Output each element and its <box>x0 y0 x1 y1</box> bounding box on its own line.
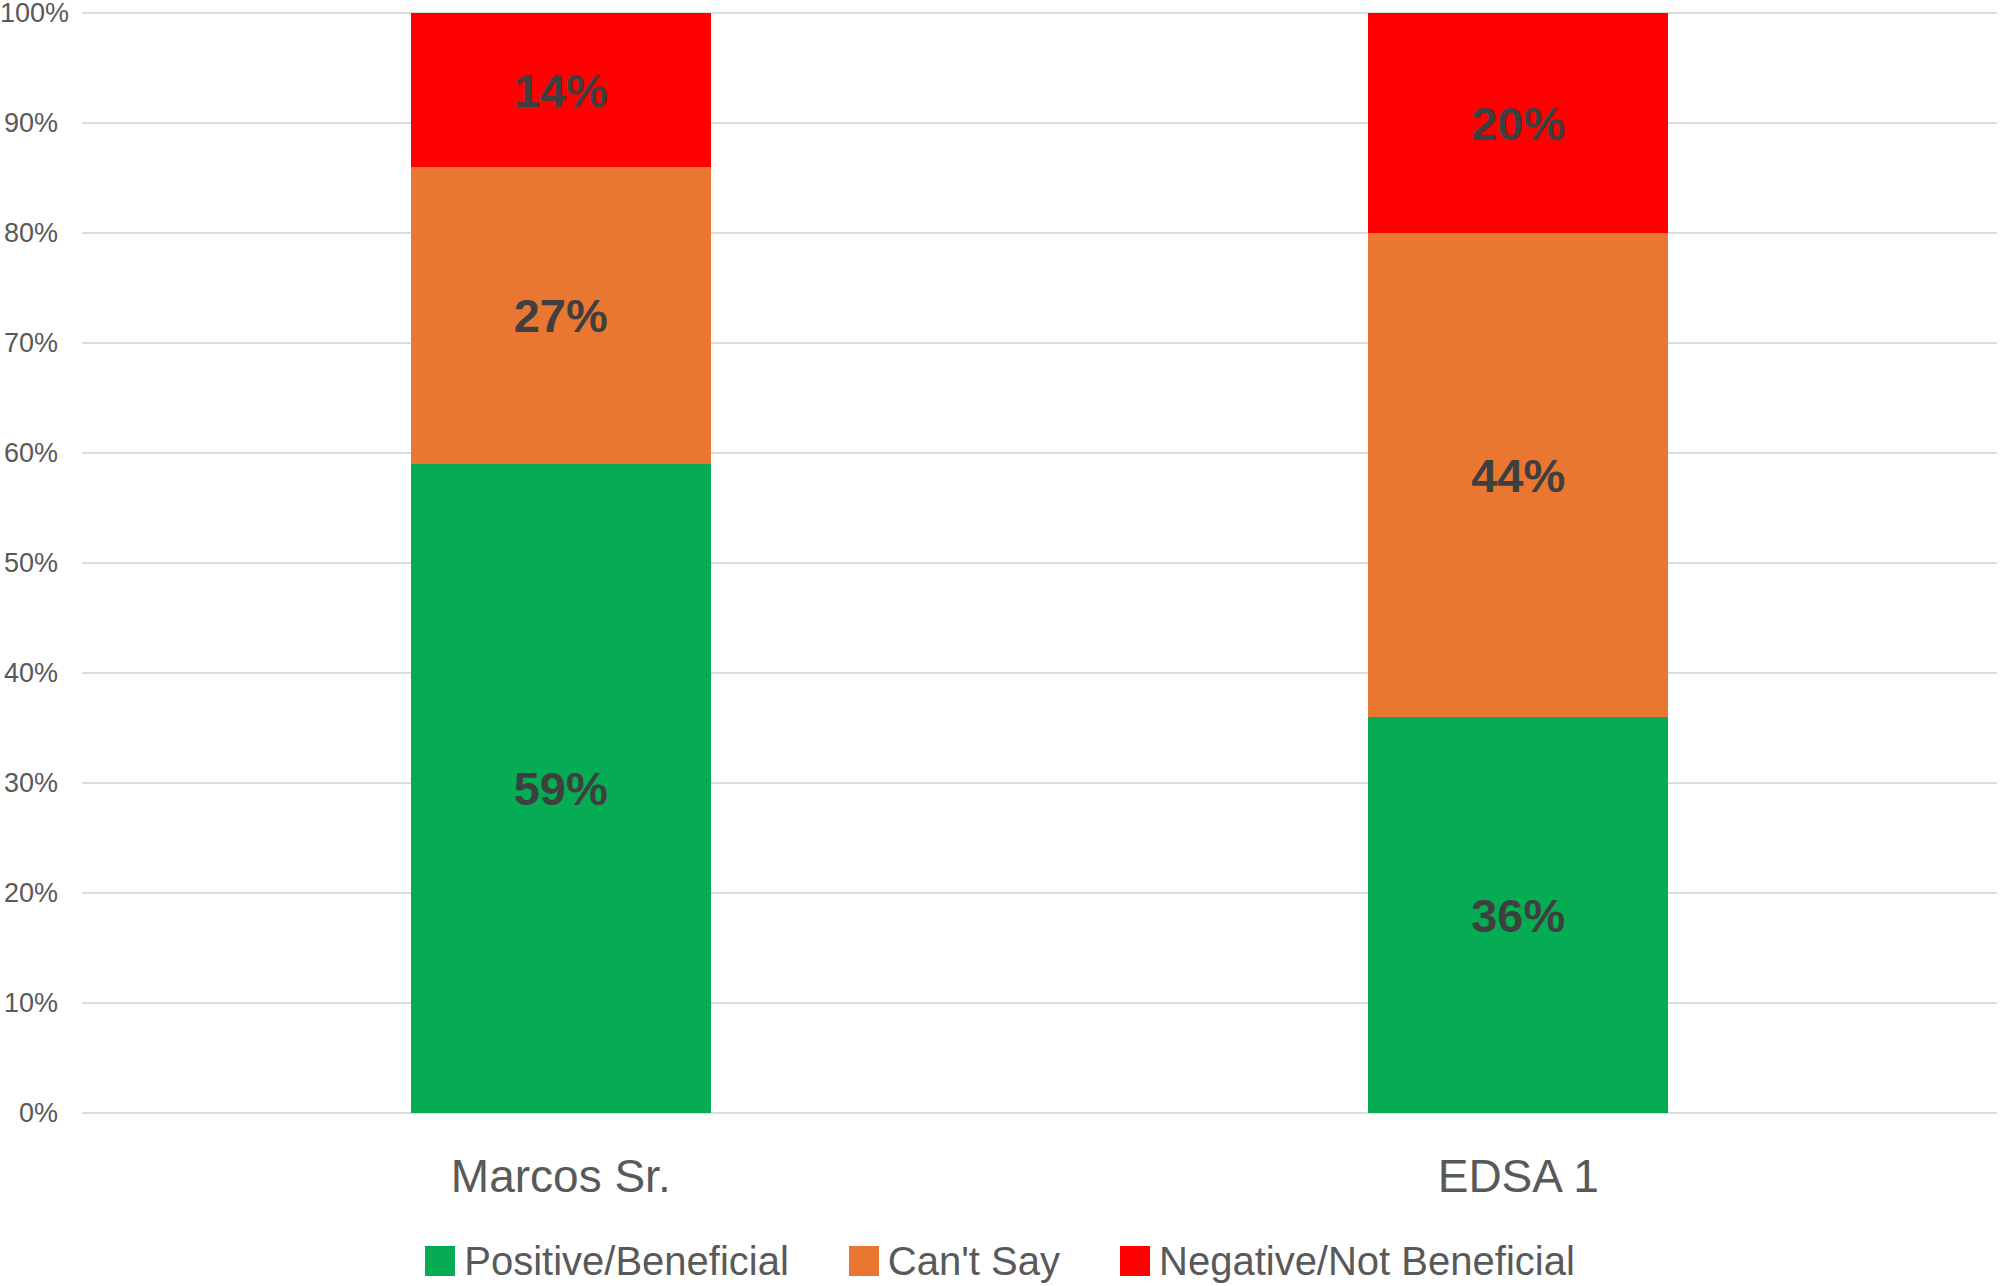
gridline-60% <box>82 452 1997 454</box>
y-axis-tick-label: 0% <box>0 1098 58 1129</box>
y-axis-tick-label: 100% <box>0 0 58 29</box>
y-axis-tick-label: 20% <box>0 878 58 909</box>
bar-segment: 27% <box>411 167 711 464</box>
stacked-bar-chart: Positive/Beneficial Can't Say Negative/Not… <box>0 0 2000 1286</box>
y-axis-tick-label: 90% <box>0 108 58 139</box>
category-label: Marcos Sr. <box>451 1149 671 1203</box>
data-label: 59% <box>514 761 608 816</box>
data-label: 20% <box>1471 96 1565 151</box>
bar-segment: 36% <box>1368 717 1668 1113</box>
data-label: 14% <box>514 63 608 118</box>
legend-item: Can't Say <box>849 1239 1060 1284</box>
legend-label: Positive/Beneficial <box>464 1239 789 1284</box>
data-label: 44% <box>1471 448 1565 503</box>
y-axis-tick-label: 10% <box>0 988 58 1019</box>
y-axis-tick-label: 30% <box>0 768 58 799</box>
bar-segment: 59% <box>411 464 711 1113</box>
data-label: 27% <box>514 288 608 343</box>
gridline-10% <box>82 1002 1997 1004</box>
legend-item: Negative/Not Beneficial <box>1120 1239 1575 1284</box>
legend-item: Positive/Beneficial <box>425 1239 789 1284</box>
legend-swatch-icon <box>425 1246 455 1276</box>
y-axis-tick-label: 40% <box>0 658 58 689</box>
y-axis-tick-label: 50% <box>0 548 58 579</box>
y-axis-tick-label: 70% <box>0 328 58 359</box>
gridline-80% <box>82 232 1997 234</box>
bar-segment: 14% <box>411 13 711 167</box>
y-axis-tick-label: 80% <box>0 218 58 249</box>
legend-swatch-icon <box>1120 1246 1150 1276</box>
gridline-70% <box>82 342 1997 344</box>
gridline-50% <box>82 562 1997 564</box>
bar-segment: 20% <box>1368 13 1668 233</box>
legend-label: Can't Say <box>888 1239 1060 1284</box>
legend-swatch-icon <box>849 1246 879 1276</box>
category-label: EDSA 1 <box>1438 1149 1599 1203</box>
gridline-20% <box>82 892 1997 894</box>
gridline-100% <box>82 12 1997 14</box>
gridline-0% <box>82 1112 1997 1114</box>
data-label: 36% <box>1471 888 1565 943</box>
gridline-30% <box>82 782 1997 784</box>
bar-segment: 44% <box>1368 233 1668 717</box>
y-axis-tick-label: 60% <box>0 438 58 469</box>
legend-label: Negative/Not Beneficial <box>1159 1239 1575 1284</box>
gridline-90% <box>82 122 1997 124</box>
gridline-40% <box>82 672 1997 674</box>
chart-legend: Positive/Beneficial Can't Say Negative/Not… <box>0 1240 2000 1282</box>
